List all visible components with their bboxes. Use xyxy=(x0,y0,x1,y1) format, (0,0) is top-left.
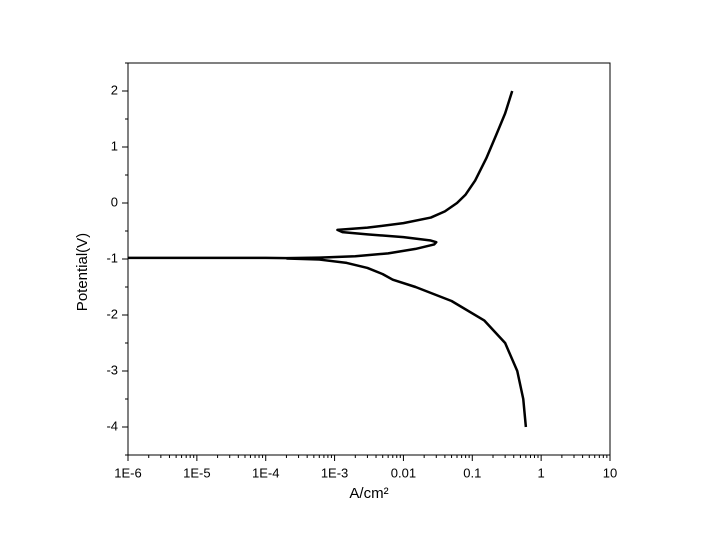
x-tick-label: 1E-5 xyxy=(183,465,210,480)
y-tick-label: -2 xyxy=(106,306,118,321)
x-tick-label: 1E-4 xyxy=(252,465,279,480)
x-tick-label: 1E-6 xyxy=(114,465,141,480)
y-tick-label: -1 xyxy=(106,250,118,265)
x-tick-label: 1 xyxy=(538,465,545,480)
y-axis-title: Potential(V) xyxy=(74,233,91,311)
y-tick-label: -4 xyxy=(106,418,118,433)
y-tick-label: 0 xyxy=(111,194,118,209)
x-axis-title: A/cm² xyxy=(349,485,388,502)
y-tick-label: 2 xyxy=(111,82,118,97)
x-tick-label: 0.1 xyxy=(463,465,481,480)
y-tick-label: 1 xyxy=(111,138,118,153)
data-line xyxy=(128,90,528,428)
y-tick-label: -3 xyxy=(106,362,118,377)
x-tick-label: 1E-3 xyxy=(321,465,348,480)
x-tick-label: 10 xyxy=(603,465,617,480)
x-tick-label: 0.01 xyxy=(391,465,416,480)
